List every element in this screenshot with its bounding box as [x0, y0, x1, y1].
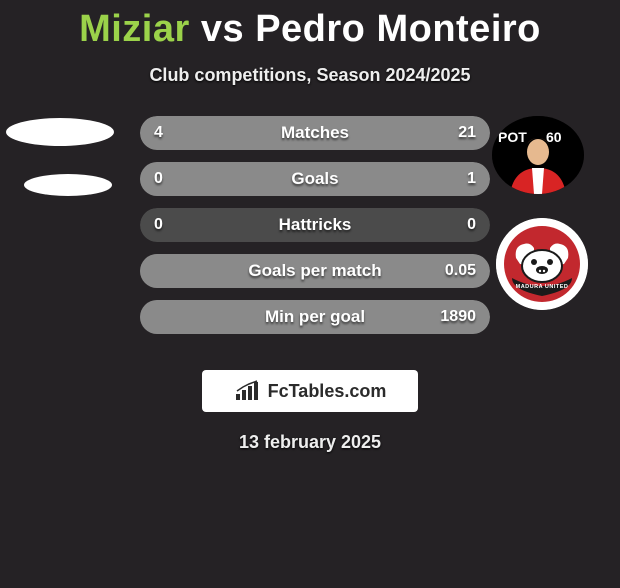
- stat-value-right: 0.05: [445, 254, 476, 288]
- player2-name: Pedro Monteiro: [255, 8, 541, 50]
- stat-label: Hattricks: [140, 208, 490, 242]
- player2-club-crest: MADURA UNITED: [496, 218, 588, 310]
- comparison-title: Miziar vs Pedro Monteiro: [0, 8, 620, 51]
- right-avatars: POT 60 MADURA UN: [490, 116, 600, 310]
- stat-value-right: 1890: [440, 300, 476, 334]
- left-avatars: [6, 116, 126, 196]
- stat-label: Goals: [140, 162, 490, 196]
- stat-bars: Matches421Goals01Hattricks00Goals per ma…: [140, 116, 490, 346]
- stat-row: Matches4 21: [140, 116, 490, 150]
- site-logo: FcTables.com: [202, 370, 418, 412]
- svg-text:60: 60: [546, 129, 562, 145]
- svg-text:POT: POT: [498, 129, 527, 145]
- stats-panel: Matches421Goals01Hattricks00Goals per ma…: [0, 116, 620, 356]
- stat-value-left: 0: [154, 162, 163, 196]
- vs-label: vs: [201, 8, 244, 50]
- player2-photo: POT 60: [492, 116, 584, 194]
- stat-label: Goals per match: [140, 254, 490, 288]
- stat-value-right: 0: [467, 208, 476, 242]
- stat-row: Hattricks0 0: [140, 208, 490, 242]
- date-label: 13 february 2025: [0, 432, 620, 453]
- stat-value-right: 1: [467, 162, 476, 196]
- subtitle: Club competitions, Season 2024/2025: [0, 65, 620, 86]
- stat-label: Matches: [140, 116, 490, 150]
- stat-row: Goals per match0.05: [140, 254, 490, 288]
- player1-placeholder-top: [6, 118, 114, 146]
- chart-icon: [234, 380, 262, 402]
- site-logo-text: FcTables.com: [268, 381, 387, 402]
- stat-value-right: 21: [458, 116, 476, 150]
- svg-text:MADURA UNITED: MADURA UNITED: [516, 284, 569, 290]
- stat-value-left: 0: [154, 208, 163, 242]
- stat-row: Goals0 1: [140, 162, 490, 196]
- stat-label: Min per goal: [140, 300, 490, 334]
- stat-value-left: 4: [154, 116, 163, 150]
- stat-row: Min per goal1890: [140, 300, 490, 334]
- player1-placeholder-bottom: [24, 174, 112, 196]
- player1-name: Miziar: [79, 8, 190, 50]
